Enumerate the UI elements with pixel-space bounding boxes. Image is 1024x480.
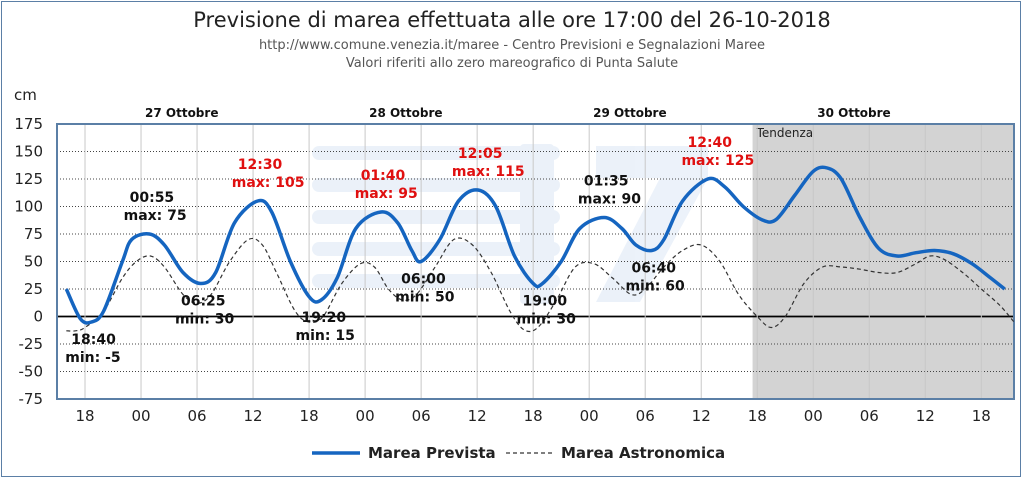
chart-subtitle-source: http://www.comune.venezia.it/maree - Cen… xyxy=(258,38,766,53)
legend-astronomical-label: Marea Astronomica xyxy=(561,444,725,462)
annotation-value: min: 60 xyxy=(625,279,685,295)
y-tick-label: 25 xyxy=(24,280,43,298)
day-label: 27 Ottobre xyxy=(145,106,218,120)
x-tick-label: 18 xyxy=(748,407,767,425)
x-tick-label: 06 xyxy=(636,407,655,425)
annotation-value: max: 95 xyxy=(355,186,418,202)
x-tick-label: 00 xyxy=(804,407,823,425)
annotation-time: 19:00 xyxy=(523,294,568,310)
legend: Marea Prevista Marea Astronomica xyxy=(312,444,725,462)
annotation-value: max: 90 xyxy=(578,192,641,208)
annotation-time: 01:40 xyxy=(361,168,406,184)
annotation-time: 06:25 xyxy=(181,294,226,310)
x-tick-label: 06 xyxy=(188,407,207,425)
y-tick-label: 175 xyxy=(14,115,43,133)
annotation-time: 12:40 xyxy=(687,135,732,151)
x-tick-label: 00 xyxy=(131,407,150,425)
legend-forecast-label: Marea Prevista xyxy=(368,444,496,462)
x-tick-label: 12 xyxy=(692,407,711,425)
y-tick-label: -25 xyxy=(19,335,44,353)
x-tick-label: 12 xyxy=(916,407,935,425)
x-tick-label: 18 xyxy=(75,407,94,425)
annotation-value: min: 15 xyxy=(296,328,355,344)
x-tick-label: 18 xyxy=(524,407,543,425)
y-tick-label: 100 xyxy=(14,198,43,216)
chart-subtitle-reference: Valori riferiti allo zero mareografico d… xyxy=(345,56,679,71)
x-tick-label: 18 xyxy=(972,407,991,425)
annotation-value: min: -5 xyxy=(65,350,120,366)
annotation-value: max: 125 xyxy=(681,153,754,169)
x-tick-label: 06 xyxy=(412,407,431,425)
y-tick-label: 150 xyxy=(14,143,43,161)
annotation-time: 01:35 xyxy=(584,174,629,190)
day-label: 29 Ottobre xyxy=(593,106,666,120)
plot-border xyxy=(56,123,1015,400)
annotation-time: 06:40 xyxy=(631,261,676,277)
chart-title: Previsione di marea effettuata alle ore … xyxy=(193,8,831,32)
trend-region xyxy=(752,124,1014,399)
annotation-time: 00:55 xyxy=(130,190,175,206)
forecast-tide-line xyxy=(64,165,1006,325)
x-tick-label: 00 xyxy=(580,407,599,425)
x-tick-label: 06 xyxy=(860,407,879,425)
y-tick-label: 125 xyxy=(14,170,43,188)
annotation-value: max: 105 xyxy=(232,175,305,191)
astronomical-tide-line xyxy=(66,237,1015,333)
annotation-time: 18:40 xyxy=(71,332,116,348)
trend-label: Tendenza xyxy=(756,126,814,140)
x-tick-label: 12 xyxy=(468,407,487,425)
y-tick-label: -75 xyxy=(19,390,44,408)
annotation-value: min: 30 xyxy=(517,312,577,328)
y-tick-label: 0 xyxy=(33,308,43,326)
annotation-time: 19:20 xyxy=(302,310,347,326)
y-tick-label: 75 xyxy=(24,225,43,243)
x-tick-label: 12 xyxy=(244,407,263,425)
annotation-time: 12:30 xyxy=(238,157,283,173)
annotation-value: min: 50 xyxy=(395,290,455,306)
y-tick-label: -50 xyxy=(19,363,44,381)
annotation-time: 12:05 xyxy=(458,146,503,162)
annotation-time: 06:00 xyxy=(401,272,446,288)
x-tick-label: 00 xyxy=(356,407,375,425)
annotation-value: max: 115 xyxy=(452,164,525,180)
annotation-value: max: 75 xyxy=(124,208,187,224)
venice-logo-watermark xyxy=(312,144,708,304)
y-tick-label: 50 xyxy=(24,253,43,271)
y-axis-unit: cm xyxy=(14,86,37,104)
x-tick-label: 18 xyxy=(300,407,319,425)
day-label: 30 Ottobre xyxy=(817,106,890,120)
day-label: 28 Ottobre xyxy=(369,106,442,120)
annotation-value: min: 30 xyxy=(175,312,235,328)
